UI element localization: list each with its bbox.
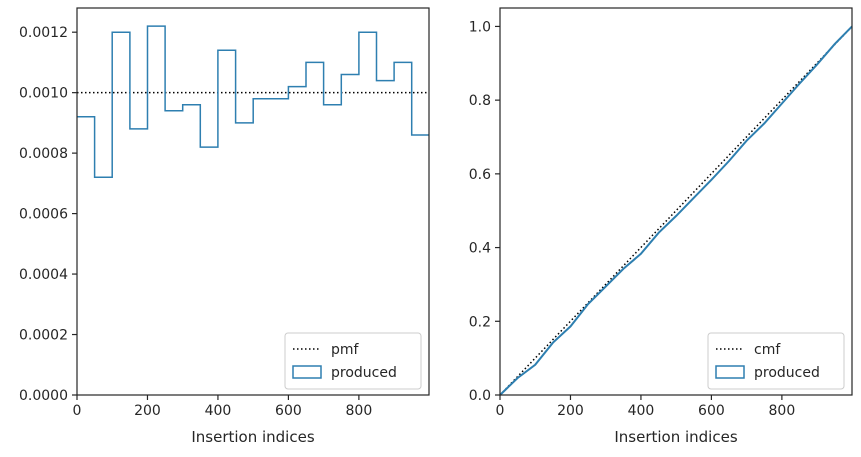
x-tick-label: 800 (769, 403, 796, 419)
y-tick-label: 0.0012 (19, 25, 68, 41)
y-tick-label: 1.0 (469, 19, 491, 35)
legend: pmf produced (284, 332, 422, 390)
legend-reference-label: cmf (754, 342, 781, 358)
y-tick-label: 0.0 (469, 388, 491, 404)
x-tick-label: 600 (698, 403, 725, 419)
legend-box (707, 332, 845, 390)
reference-line-cmf (499, 25, 853, 396)
x-tick-label: 600 (275, 403, 302, 419)
x-tick-label: 0 (496, 403, 505, 419)
legend: cmf produced (707, 332, 845, 390)
y-tick-label: 0.8 (469, 93, 491, 109)
x-axis-label: Insertion indices (614, 428, 737, 446)
legend-reference-label: pmf (331, 342, 360, 358)
y-tick-label: 0.0010 (19, 86, 68, 102)
y-tick-label: 0.6 (469, 167, 491, 183)
x-tick-label: 200 (134, 403, 161, 419)
y-tick-label: 0.0006 (19, 207, 68, 223)
x-tick-label: 800 (346, 403, 373, 419)
series-produced-step (77, 25, 429, 179)
legend-produced-swatch (292, 365, 322, 379)
cmf-panel: 0 200 400 600 800 0.0 0.2 0.4 0.6 0.8 1.0 Insertion… (469, 7, 853, 446)
series-produced-line (499, 25, 853, 396)
axes-frame (499, 7, 853, 396)
axes-frame (76, 7, 430, 396)
x-axis-label: Insertion indices (191, 428, 314, 446)
y-tick-label: 0.4 (469, 241, 491, 257)
y-tick-label: 0.0000 (19, 388, 68, 404)
x-tick-label: 400 (205, 403, 232, 419)
y-tick-label: 0.0004 (19, 267, 68, 283)
x-tick-label: 200 (557, 403, 584, 419)
x-tick-label: 400 (628, 403, 655, 419)
y-tick-label: 0.2 (469, 314, 491, 330)
legend-produced-label: produced (754, 365, 820, 381)
legend-box (284, 332, 422, 390)
y-tick-label: 0.0002 (19, 328, 68, 344)
legend-produced-label: produced (331, 365, 397, 381)
pmf-panel: 0 200 400 600 800 0.0000 0.0002 0.0004 0.0006 0.0… (19, 7, 430, 446)
y-tick-label: 0.0008 (19, 146, 68, 162)
legend-produced-swatch (715, 365, 745, 379)
x-tick-label: 0 (73, 403, 82, 419)
